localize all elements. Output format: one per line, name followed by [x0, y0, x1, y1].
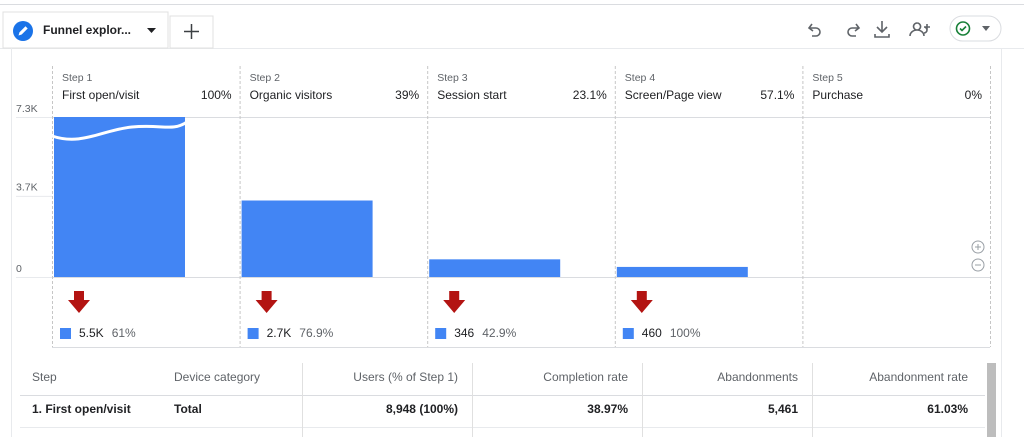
table-header: Completion rate [543, 370, 628, 384]
step-label: Step 1 [62, 72, 93, 84]
completion-label: 57.1% [760, 88, 794, 102]
download[interactable] [874, 21, 890, 38]
completion-label: 23.1% [573, 88, 607, 102]
step-name: First open/visit [62, 88, 140, 102]
undo[interactable] [807, 23, 821, 37]
drop-arrow [68, 291, 90, 313]
table-header: Abandonments [717, 370, 798, 384]
legend-swatch [622, 328, 634, 339]
table-header: Users (% of Step 1) [353, 370, 458, 384]
status-pill[interactable] [949, 15, 1002, 42]
redo[interactable] [847, 23, 861, 37]
table-cell: 8,948 (100%) [386, 402, 458, 416]
zoom-in[interactable] [971, 240, 985, 254]
step-name: Purchase [812, 88, 863, 102]
bar [429, 259, 561, 277]
table-cell: Total [174, 402, 202, 416]
abandon-count: 5.5K [79, 326, 104, 340]
y-tick-label: 0 [16, 263, 22, 275]
completion-label: 100% [201, 88, 232, 102]
table-cell: 5,461 [768, 402, 798, 416]
legend-swatch [247, 328, 259, 339]
step-name: Session start [437, 88, 507, 102]
table-cell: 1. First open/visit [32, 402, 131, 416]
table-header: Device category [174, 370, 260, 384]
step-label: Step 2 [250, 72, 281, 84]
legend-swatch [435, 328, 447, 339]
completion-label: 39% [395, 88, 419, 102]
bar [54, 117, 185, 277]
completion-label: 0% [965, 88, 983, 102]
abandon-count: 460 [642, 326, 662, 340]
tab-title: Funnel explor... [43, 23, 131, 37]
abandon-count: 2.7K [267, 326, 292, 340]
drop-arrow [630, 291, 653, 313]
table-cell: 61.03% [927, 402, 968, 416]
bars [54, 117, 748, 277]
bar-wave [51, 120, 188, 141]
abandon-rate: 76.9% [299, 326, 333, 340]
legend-swatch [60, 328, 71, 339]
bar [241, 200, 373, 277]
share[interactable] [909, 22, 930, 37]
abandon-rate: 100% [670, 326, 701, 340]
tab-caret[interactable] [147, 28, 156, 33]
bar [616, 266, 748, 277]
abandon-count: 346 [454, 326, 474, 340]
step-name: Organic visitors [250, 88, 333, 102]
plus-icon [184, 24, 199, 39]
zoom-out[interactable] [971, 258, 985, 272]
toolbar-icons [807, 21, 930, 38]
drop-arrow [443, 291, 466, 313]
step-label: Step 3 [437, 72, 468, 84]
y-tick-label: 7.3K [16, 103, 38, 115]
step-label: Step 4 [625, 72, 656, 84]
pencil [18, 26, 28, 36]
table-col-lines [302, 363, 813, 437]
table-header: Abandonment rate [869, 370, 968, 384]
table-header: Step [32, 370, 57, 384]
zoom-controls [971, 240, 985, 272]
step-name: Screen/Page view [625, 88, 722, 102]
scrollbar[interactable] [987, 363, 996, 437]
abandon-rate: 61% [112, 326, 136, 340]
pill-caret [982, 26, 990, 31]
table-cell: 38.97% [587, 402, 628, 416]
drop-arrow [255, 291, 278, 313]
step-label: Step 5 [812, 72, 843, 84]
y-tick-label: 3.7K [16, 182, 38, 194]
abandon-rate: 42.9% [482, 326, 516, 340]
check [959, 25, 967, 32]
check-circle [955, 21, 971, 36]
